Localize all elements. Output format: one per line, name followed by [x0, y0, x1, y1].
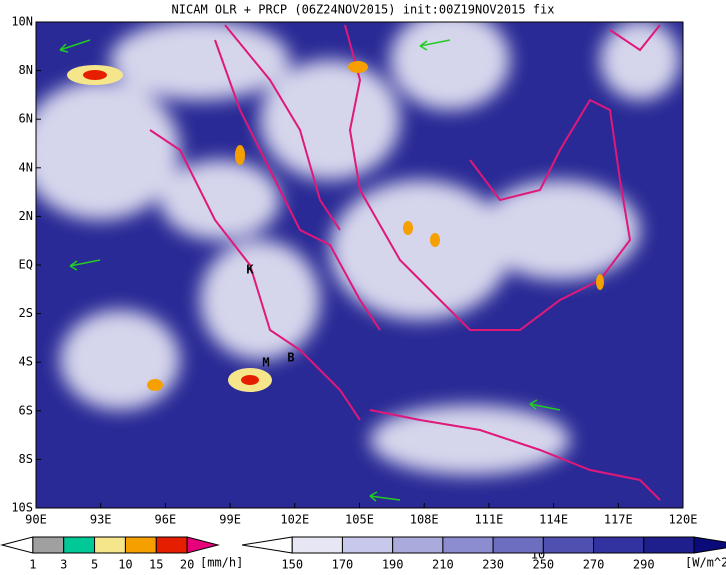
lat-label: 10N [11, 15, 33, 29]
colorbar-label: 3 [60, 558, 67, 572]
colorbar-end [241, 536, 293, 554]
lat-label: 8N [19, 63, 33, 77]
lat-label: EQ [19, 258, 33, 272]
colorbar-label: 15 [149, 558, 163, 572]
colorbar-box [593, 536, 645, 554]
lat-label: 6N [19, 112, 33, 126]
map-area [36, 22, 683, 508]
colorbar-box [94, 536, 126, 554]
colorbar-box [542, 536, 595, 554]
colorbar-label: 190 [382, 558, 404, 572]
colorbars: 101 3 5 10 15 20 [mm/h] 150 170 190 210 230 250 270 29… [0, 536, 726, 572]
lon-label: 117E [604, 513, 633, 527]
place-label: B [287, 351, 294, 365]
lat-label: 2S [19, 306, 33, 320]
colorbar-label: 290 [633, 558, 655, 572]
lat-label: 2N [19, 209, 33, 223]
colorbar-label: 210 [432, 558, 454, 572]
colorbar-label: 250 [532, 558, 554, 572]
colorbar-unit: [W/m^2] [685, 556, 726, 570]
lat-label: 6S [19, 403, 33, 417]
lon-label: 105E [345, 513, 374, 527]
colorbar-box [442, 536, 494, 554]
lon-label: 93E [90, 513, 112, 527]
colorbar-box [124, 536, 157, 554]
colorbar-box [32, 536, 65, 554]
lon-label: 111E [474, 513, 503, 527]
colorbar-label: 1 [29, 558, 36, 572]
lon-label: 120E [669, 513, 698, 527]
lon-label: 99E [219, 513, 241, 527]
colorbar-box [63, 536, 96, 554]
lon-label: 90E [25, 513, 47, 527]
colorbar-label: 170 [332, 558, 354, 572]
colorbar-end [693, 536, 726, 554]
map-title: NICAM OLR + PRCP (06Z24NOV2015) init:00Z… [172, 3, 555, 17]
colorbar-label: 10 [118, 558, 132, 572]
colorbar-box [643, 536, 695, 554]
lon-label: 114E [539, 513, 568, 527]
colorbar-label: 230 [482, 558, 504, 572]
colorbar-box [291, 536, 343, 554]
lat-label: 10S [11, 501, 33, 515]
colorbar-box [392, 536, 444, 554]
colorbar-label: 150 [281, 558, 303, 572]
colorbar-end [0, 536, 34, 554]
lon-label: 108E [410, 513, 439, 527]
lat-label: 4S [19, 355, 33, 369]
place-label: K [246, 263, 254, 277]
colorbar-label: 5 [91, 558, 98, 572]
lat-label: 4N [19, 160, 33, 174]
lon-label: 102E [280, 513, 309, 527]
lat-label: 8S [19, 452, 33, 466]
place-label: M [262, 356, 269, 370]
colorbar-end [186, 536, 220, 554]
colorbar-box [341, 536, 394, 554]
colorbar-box [155, 536, 188, 554]
colorbar-label: 270 [583, 558, 605, 572]
colorbar-box [492, 536, 544, 554]
colorbar-unit: [mm/h] [200, 556, 243, 570]
colorbar-label: 20 [180, 558, 194, 572]
lon-label: 96E [155, 513, 177, 527]
